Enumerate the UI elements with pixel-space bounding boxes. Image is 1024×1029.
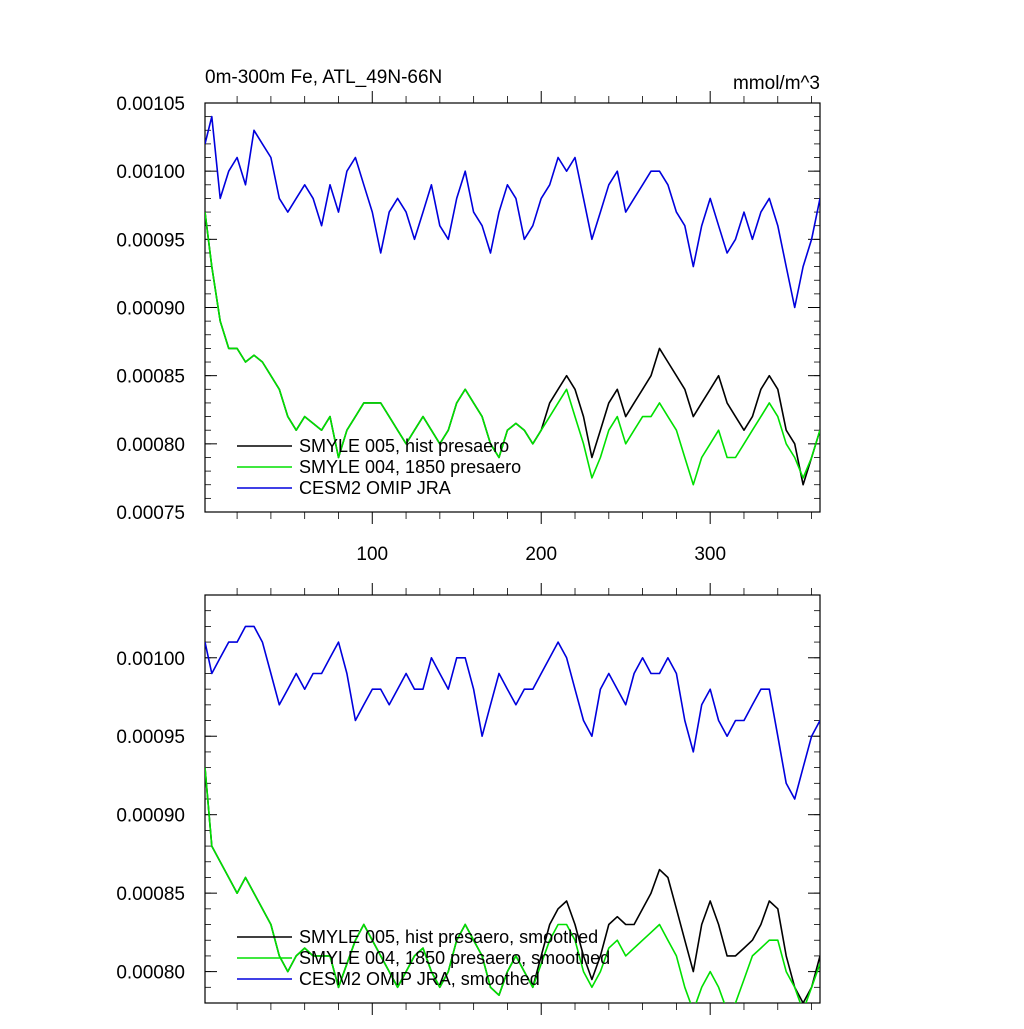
x-tick-label: 100 xyxy=(356,544,388,565)
y-tick-label: 0.00100 xyxy=(116,162,185,183)
plot-frame-1 xyxy=(204,102,821,513)
series-line xyxy=(205,625,820,800)
units-label: mmol/m^3 xyxy=(733,73,820,94)
y-tick-label: 0.00100 xyxy=(116,649,185,670)
y-tick-label: 0.00105 xyxy=(116,94,185,115)
y-tick-label: 0.00080 xyxy=(116,435,185,456)
legend-label: CESM2 OMIP JRA, smoothed xyxy=(299,969,540,989)
legend-label: SMYLE 004, 1850 presaero xyxy=(299,457,521,477)
series-line xyxy=(205,115,820,309)
y-tick-label: 0.00075 xyxy=(116,503,185,524)
y-tick-label: 0.00090 xyxy=(116,806,185,827)
y-tick-label: 0.00095 xyxy=(116,727,185,748)
y-tick-label: 0.00085 xyxy=(116,884,185,905)
y-tick-label: 0.00080 xyxy=(116,963,185,984)
legend-label: SMYLE 004, 1850 presaero, smoothed xyxy=(299,948,610,968)
y-tick-label: 0.00090 xyxy=(116,299,185,320)
series-line xyxy=(205,212,820,486)
legend-label: SMYLE 005, hist presaero xyxy=(299,436,509,456)
series-line xyxy=(205,767,820,1003)
x-tick-label: 300 xyxy=(694,544,726,565)
legend-label: SMYLE 005, hist presaero, smoothed xyxy=(299,927,598,947)
y-tick-label: 0.00095 xyxy=(116,230,185,251)
y-tick-label: 0.00085 xyxy=(116,367,185,388)
legend-label: CESM2 OMIP JRA xyxy=(299,478,451,498)
chart-title: 0m-300m Fe, ATL_49N-66N xyxy=(205,67,442,88)
x-tick-label: 200 xyxy=(525,544,557,565)
